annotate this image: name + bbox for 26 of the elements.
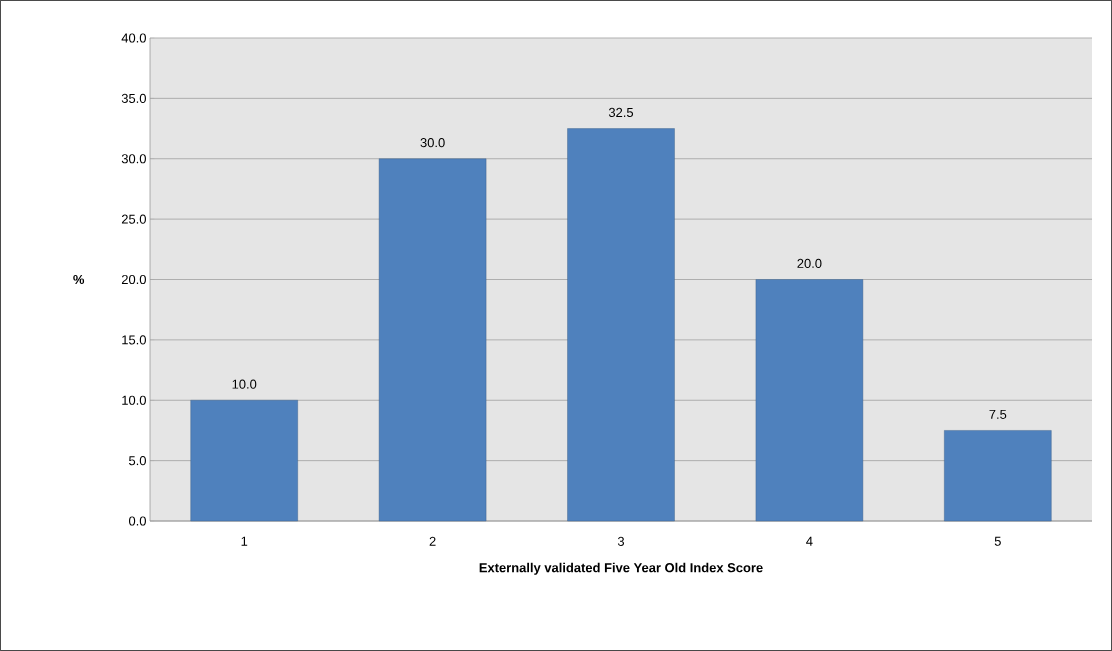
data-label: 30.0	[420, 138, 445, 148]
y-axis-title: %	[73, 274, 85, 285]
x-tick-label: 5	[994, 536, 1001, 546]
data-label: 20.0	[797, 258, 822, 268]
x-tick-label: 2	[429, 536, 436, 546]
y-tick-label: 30.0	[121, 154, 146, 164]
y-tick-label: 0.0	[128, 516, 146, 526]
bar	[567, 128, 675, 522]
y-tick-label: 25.0	[121, 214, 146, 224]
y-tick-label: 10.0	[122, 395, 146, 405]
data-label: 10.0	[232, 379, 257, 389]
y-tick-label: 20.0	[121, 274, 146, 285]
bar	[190, 400, 298, 522]
data-label: 7.5	[989, 409, 1007, 419]
y-tick-label: 35.0	[121, 93, 146, 103]
x-tick-label: 4	[806, 536, 813, 546]
x-tick-label: 1	[241, 536, 248, 546]
x-tick-label: 3	[617, 536, 625, 546]
x-axis-title: Externally validated Five Year Old Index Score	[479, 562, 763, 575]
bar	[944, 430, 1052, 522]
bar	[755, 279, 864, 522]
y-tick-label: 40.0	[121, 33, 146, 43]
y-tick-label: 15.0	[122, 335, 146, 345]
y-tick-label: 5.0	[128, 456, 146, 466]
bar	[378, 158, 487, 522]
data-label: 32.5	[608, 107, 634, 118]
